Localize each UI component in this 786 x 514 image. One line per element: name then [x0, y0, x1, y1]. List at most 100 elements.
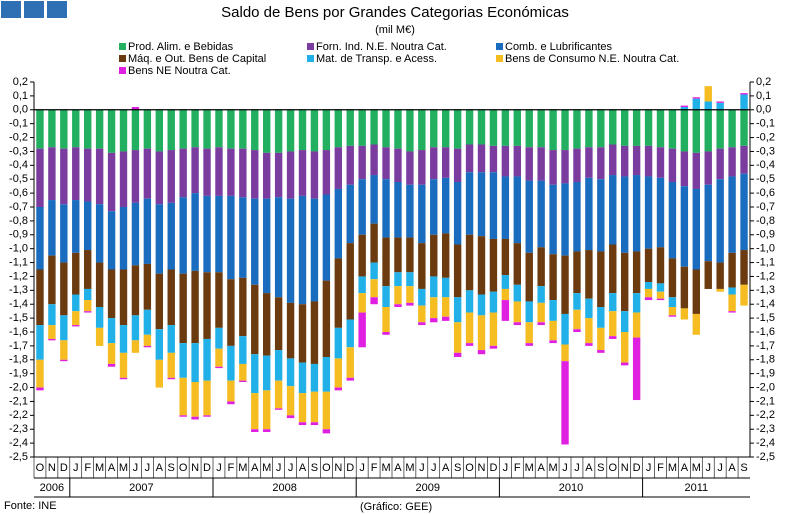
x-tick-label: M: [262, 462, 271, 474]
y-tick-label: -1,2: [9, 270, 28, 282]
bar-segment: [382, 332, 390, 335]
y-tick-label: -2,2: [756, 409, 775, 421]
chart-subtitle: (mil M€): [375, 24, 415, 36]
bar-segment: [239, 148, 247, 198]
bar-segment: [155, 204, 163, 274]
y-tick-label: -0,3: [9, 145, 28, 157]
bar-segment: [680, 107, 689, 110]
bar-segment: [585, 250, 593, 299]
bar-segment: [227, 148, 235, 196]
bar-segment: [48, 109, 56, 148]
x-tick-label: D: [60, 462, 68, 474]
y-tick-label: -0,2: [9, 131, 28, 143]
bar-segment: [430, 276, 438, 298]
bar-segment: [442, 147, 450, 178]
bar-segment: [191, 109, 199, 148]
bar-segment: [489, 312, 498, 346]
bar-segment: [418, 305, 426, 323]
x-tick-label: J: [503, 462, 509, 474]
y-tick-label: 0,1: [756, 90, 771, 102]
y-tick-label: -2,4: [9, 437, 28, 449]
y-tick-label: -1,6: [9, 326, 28, 338]
bar-segment: [489, 238, 498, 292]
bar-segment: [465, 172, 474, 235]
bar-segment: [585, 343, 593, 346]
bar-segment: [48, 255, 56, 305]
bar-segment: [442, 109, 450, 148]
x-tick-label: O: [322, 462, 331, 474]
y-tick-label: 0,2: [13, 76, 28, 88]
bar-segment: [740, 109, 748, 146]
bar-segment: [561, 313, 569, 345]
bar-segment: [716, 148, 724, 180]
bar-segment: [346, 109, 354, 146]
bar-segment: [549, 320, 557, 341]
bar-segment: [585, 318, 593, 344]
bar-segment: [119, 352, 128, 378]
y-tick-label: -1,2: [756, 270, 775, 282]
bar-segment: [525, 322, 533, 344]
bar-segment: [406, 272, 414, 287]
bar-segment: [179, 148, 187, 198]
bar-segment: [692, 109, 700, 153]
y-tick-label: -0,2: [756, 131, 775, 143]
y-tick-label: -1,9: [9, 368, 28, 380]
bar-segment: [716, 179, 724, 263]
bar-segment: [430, 179, 438, 235]
bar-segment: [143, 345, 152, 348]
y-tick-label: -0,6: [756, 187, 775, 199]
bar-segment: [465, 290, 474, 313]
bar-segment: [36, 269, 44, 326]
bar-segment: [36, 109, 44, 149]
bar-segment: [573, 329, 581, 332]
x-tick-label: M: [95, 462, 104, 474]
bar-segment: [513, 284, 521, 302]
bar-segment: [501, 300, 510, 321]
bar-segment: [477, 294, 486, 316]
bar-segment: [668, 109, 677, 149]
y-tick-label: -0,8: [9, 215, 28, 227]
bar-segment: [704, 184, 712, 262]
bar-segment: [513, 176, 521, 244]
x-tick-label: J: [646, 462, 652, 474]
x-tick-label: A: [537, 462, 545, 474]
y-tick-label: -1,1: [9, 256, 28, 268]
bar-segment: [728, 252, 736, 288]
bar-segment: [251, 429, 259, 432]
bar-segment: [215, 366, 223, 369]
bar-segment: [215, 327, 223, 349]
y-tick-label: -1,4: [756, 298, 775, 310]
bar-segment: [418, 150, 426, 185]
y-tick-label: -1,8: [756, 354, 775, 366]
bar-segment: [704, 101, 712, 110]
bar-segment: [537, 109, 545, 148]
bar-segment: [334, 188, 342, 259]
bar-segment: [453, 352, 462, 357]
y-tick-label: 0,0: [13, 104, 28, 116]
bar-segment: [728, 287, 736, 295]
bar-segment: [537, 180, 545, 248]
legend-swatch: [119, 43, 126, 50]
bar-segment: [48, 147, 56, 201]
bar-segment: [167, 150, 175, 203]
bar-segment: [95, 262, 104, 307]
bar-segment: [573, 309, 581, 330]
x-tick-label: M: [525, 462, 534, 474]
x-tick-label: A: [728, 462, 736, 474]
bar-segment: [394, 182, 402, 238]
bar-segment: [537, 322, 545, 326]
bar-segment: [704, 261, 712, 289]
y-tick-label: -0,4: [9, 159, 28, 171]
bar-segment: [143, 334, 152, 346]
bar-segment: [60, 204, 68, 263]
bar-segment: [334, 327, 342, 359]
bar-segment: [286, 415, 295, 419]
bar-segment: [36, 325, 44, 360]
y-tick-label: -2,3: [756, 423, 775, 435]
bar-segment: [251, 109, 259, 151]
bar-segment: [95, 327, 104, 346]
y-tick-label: 0,0: [756, 104, 771, 116]
bar-segment: [191, 147, 199, 194]
bar-segment: [358, 293, 366, 313]
